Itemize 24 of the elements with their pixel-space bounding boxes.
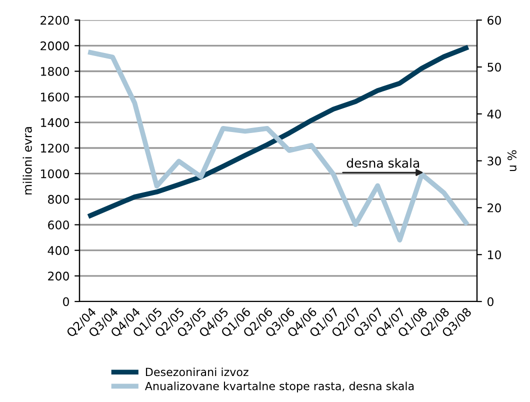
y-tick-label: 1000 [41,169,69,178]
y-tick-label: 600 [48,220,69,230]
y-tick-label: 2200 [40,16,69,25]
y2-tick-label: 60 [488,16,501,25]
y2-tick-label: 20 [488,203,501,212]
y2-tick-label: 50 [488,62,501,72]
y-tick-label: 1400 [41,118,69,128]
annotation: desna skala [346,158,420,168]
y-tick-label: 1600 [41,92,69,102]
y-tick-label: 1800 [41,66,69,76]
y2-axis-title: u % [508,150,516,172]
y2-tick-label: 10 [488,250,501,260]
y-tick-label: 400 [48,246,69,255]
y2-tick-label: 0 [488,297,494,306]
y-tick-label: 0 [63,297,69,306]
y-tick-label: 200 [48,272,69,281]
y2-tick-label: 30 [488,156,501,166]
y-axis-title: milioni evra [22,127,32,194]
y2-tick-label: 40 [487,110,501,119]
y-tick-label: 800 [48,194,69,204]
legend-label: Desezonirani izvoz [146,368,248,376]
legend-label: Anualizovane kvartalne stope rasta, desna skala [144,382,414,392]
y-tick-label: 2000 [40,41,69,50]
y-tick-label: 1200 [41,144,69,153]
